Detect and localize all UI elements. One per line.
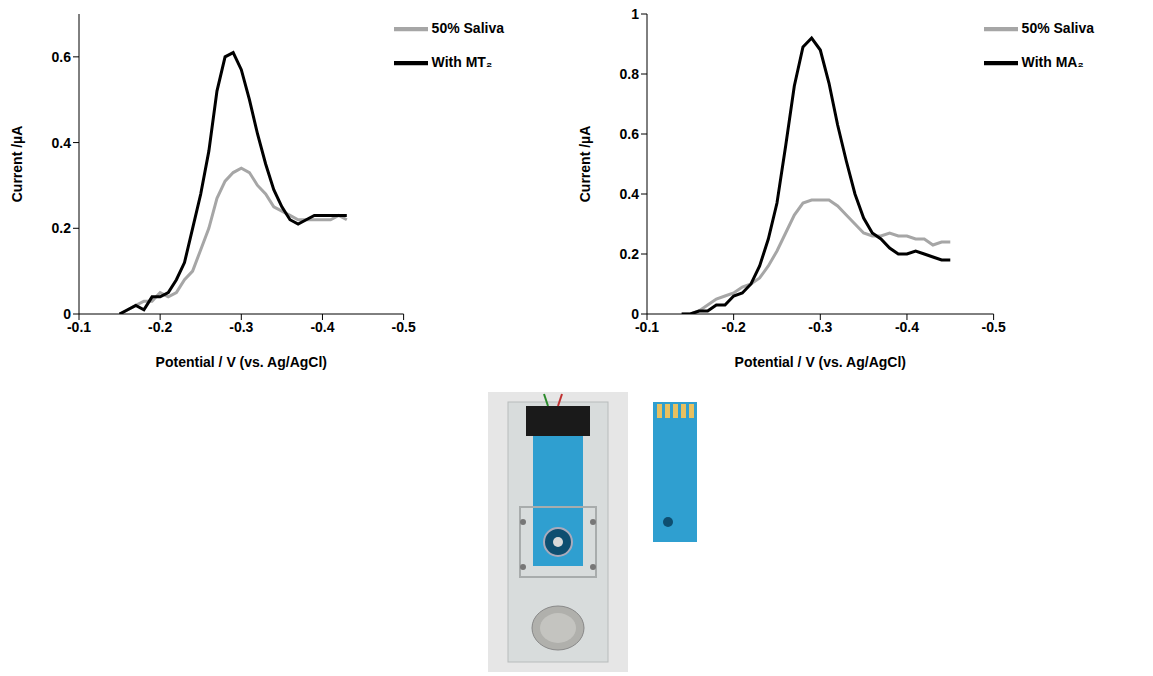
svg-text:Current /µA: Current /µA (577, 126, 593, 203)
svg-text:Potential / V (vs. Ag/AgCl): Potential / V (vs. Ag/AgCl) (156, 354, 327, 370)
html-text:With MA₂: With MA₂ (1021, 53, 1084, 70)
svg-text:0: 0 (631, 306, 639, 322)
svg-text:1: 1 (631, 6, 639, 22)
svg-text:Current /µA: Current /µA (9, 126, 25, 203)
svg-text:0.4: 0.4 (52, 135, 72, 151)
svg-text:-0.3: -0.3 (229, 319, 253, 335)
svg-text:0.2: 0.2 (620, 246, 640, 262)
svg-text:-0.5: -0.5 (392, 319, 416, 335)
svg-text:0: 0 (63, 306, 71, 322)
svg-text:-0.1: -0.1 (634, 318, 660, 335)
html-text:With MT₂: With MT₂ (431, 53, 493, 70)
svg-text:Potential / V (vs. Ag/AgCl): Potential / V (vs. Ag/AgCl) (735, 354, 906, 370)
svg-text:-0.4: -0.4 (895, 319, 919, 335)
svg-text:0.2: 0.2 (52, 220, 72, 236)
html-text:50% Saliva: 50% Saliva (431, 19, 504, 36)
svg-text:0.6: 0.6 (52, 49, 72, 65)
svg-text:-0.2: -0.2 (148, 319, 172, 335)
html-text:50% Saliva: 50% Saliva (1021, 19, 1094, 36)
svg-text:0.8: 0.8 (620, 66, 640, 82)
svg-text:-0.5: -0.5 (982, 319, 1006, 335)
svg-text:-0.2: -0.2 (722, 319, 746, 335)
svg-text:0.4: 0.4 (620, 186, 640, 202)
svg-text:0.6: 0.6 (620, 126, 640, 142)
svg-text:-0.4: -0.4 (310, 319, 334, 335)
svg-text:-0.3: -0.3 (808, 319, 832, 335)
svg-text:-0.1: -0.1 (66, 318, 92, 335)
